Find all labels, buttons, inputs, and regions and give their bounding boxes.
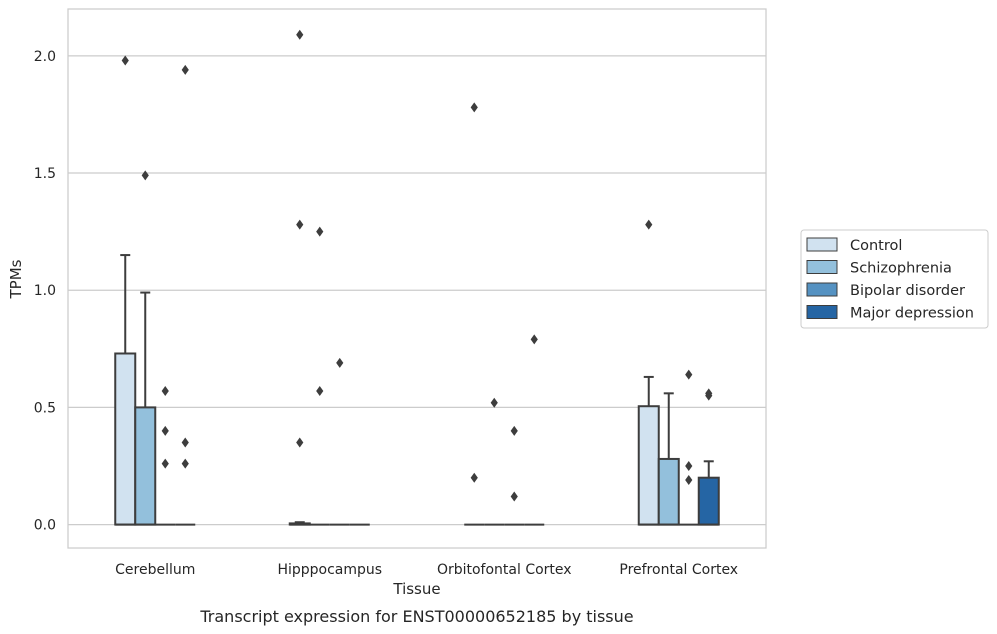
box-control — [637, 219, 660, 526]
chart-caption: Transcript expression for ENST0000065218… — [199, 607, 633, 626]
outlier-point — [296, 29, 304, 40]
legend-swatch — [806, 305, 838, 319]
outlier-point — [316, 385, 324, 396]
outlier-point — [490, 397, 498, 408]
box-control — [288, 29, 311, 526]
x-axis-label: Tissue — [392, 580, 440, 598]
outlier-point — [161, 458, 169, 469]
box-major-depression — [697, 388, 720, 526]
outlier-point — [705, 390, 713, 401]
box-bipolar-disorder — [504, 425, 525, 526]
x-tick-label: Orbitofontal Cortex — [437, 562, 572, 578]
legend-label: Bipolar disorder — [850, 283, 965, 299]
box-body — [657, 457, 680, 526]
legend-swatch — [806, 237, 838, 252]
box-body — [697, 476, 720, 526]
outlier-point — [121, 55, 129, 66]
outlier-point — [530, 334, 538, 345]
y-tick-labels: 0.0 0.5 1.0 1.5 2.0 — [34, 49, 56, 534]
x-tick-label: Prefrontal Cortex — [619, 562, 738, 578]
y-tick-label: 1.0 — [34, 283, 56, 299]
y-tick-label: 0.5 — [34, 400, 56, 416]
legend-label: Major depression — [850, 306, 974, 322]
outlier-point — [510, 491, 518, 502]
outlier-point — [316, 226, 324, 237]
y-tick-label: 1.5 — [34, 166, 56, 182]
outlier-point — [685, 460, 693, 471]
outlier-point — [470, 472, 478, 483]
legend-label: Control — [850, 238, 902, 254]
box-bipolar-disorder — [678, 369, 699, 526]
box-body — [637, 405, 660, 526]
outlier-point — [181, 437, 189, 448]
box-body — [114, 352, 137, 526]
grid-lines — [68, 55, 766, 526]
x-tick-labels: Cerebellum Hipppocampus Orbitofontal Corte… — [115, 562, 738, 578]
legend-swatch — [806, 282, 838, 297]
legend-frame — [800, 229, 989, 329]
outlier-point — [181, 458, 189, 469]
box-schizophrenia — [657, 392, 680, 526]
outlier-point — [470, 102, 478, 113]
box-bipolar-disorder — [155, 385, 176, 526]
y-axis-label: TPMs — [7, 259, 25, 299]
outlier-point — [161, 425, 169, 436]
legend-label: Schizophrenia — [850, 261, 952, 277]
outlier-point — [685, 475, 693, 486]
outlier-point — [510, 425, 518, 436]
outlier-point — [296, 219, 304, 230]
plot-frame — [67, 8, 767, 549]
box-body — [134, 406, 157, 526]
outlier-point — [685, 369, 693, 380]
outlier-point — [336, 357, 344, 368]
x-tick-label: Hipppocampus — [277, 562, 382, 578]
box-major-depression — [175, 64, 196, 526]
box-schizophrenia — [484, 397, 505, 526]
box-bipolar-disorder — [329, 357, 350, 526]
outlier-point — [141, 170, 149, 181]
box-control — [114, 55, 137, 526]
outlier-point — [645, 219, 653, 230]
y-tick-label: 0.0 — [34, 518, 56, 534]
box-schizophrenia — [134, 170, 157, 526]
outlier-point — [181, 64, 189, 75]
y-tick-label: 2.0 — [34, 49, 56, 65]
x-tick-label: Cerebellum — [115, 562, 195, 578]
box-control — [464, 102, 485, 526]
box-series — [114, 29, 720, 526]
outlier-point — [161, 385, 169, 396]
legend-swatch — [806, 260, 838, 274]
box-major-depression — [524, 334, 545, 526]
box-schizophrenia — [309, 226, 330, 526]
outlier-point — [296, 437, 304, 448]
legend: Control Schizophrenia Bipolar disorder Majo… — [800, 229, 989, 329]
